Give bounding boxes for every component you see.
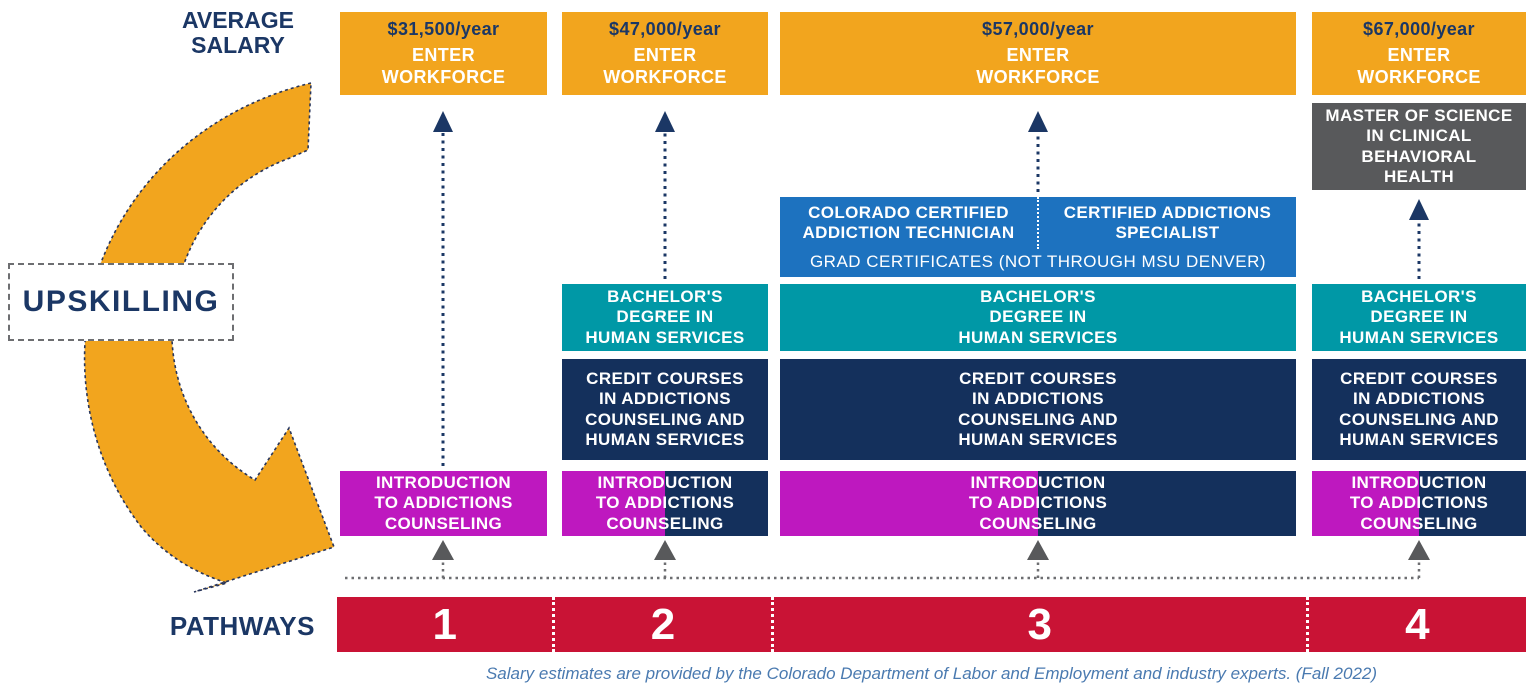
pathways-label: PATHWAYS	[169, 611, 315, 641]
certified-addictions-specialist-label: CERTIFIED ADDICTIONS SPECIALIST	[1037, 197, 1296, 249]
curved-upskilling-arrow-icon	[83, 81, 336, 593]
salary-source-caption: Salary estimates are provided by the Col…	[485, 664, 1378, 683]
pathway-4-segment: 4	[1305, 597, 1526, 652]
enter-workforce-label: ENTER WORKFORCE	[1357, 45, 1481, 87]
salary-amount: $67,000/year	[1363, 19, 1475, 40]
pathway4-up-arrowhead-icon	[1409, 199, 1429, 220]
upskilling-badge: UPSKILLING	[8, 263, 234, 341]
pathway1-up-arrowhead-icon	[433, 111, 453, 132]
pathway1-gray-arrowhead-icon	[432, 540, 454, 560]
credit-courses-box-pathway4: CREDIT COURSES IN ADDICTIONS COUNSELING …	[1312, 359, 1526, 460]
salary-amount: $57,000/year	[982, 19, 1094, 40]
masters-degree-box: MASTER OF SCIENCE IN CLINICAL BEHAVIORAL…	[1312, 103, 1526, 190]
pathways-bar: 1 2 3 4	[337, 597, 1526, 652]
pathway3-gray-arrowhead-icon	[1027, 540, 1049, 560]
pathway-2-segment: 2	[552, 597, 770, 652]
pathway-3-segment: 3	[770, 597, 1306, 652]
salary-box-pathway1: $31,500/year ENTER WORKFORCE	[340, 12, 547, 95]
bachelors-box-pathway2: BACHELOR'S DEGREE IN HUMAN SERVICES	[562, 284, 768, 351]
credit-courses-box-pathway2: CREDIT COURSES IN ADDICTIONS COUNSELING …	[562, 359, 768, 460]
bachelors-box-pathway4: BACHELOR'S DEGREE IN HUMAN SERVICES	[1312, 284, 1526, 351]
certifications-top-row: COLORADO CERTIFIED ADDICTION TECHNICIAN …	[780, 197, 1296, 249]
enter-workforce-label: ENTER WORKFORCE	[603, 45, 727, 87]
salary-amount: $31,500/year	[387, 19, 500, 40]
credit-courses-box-pathway3: CREDIT COURSES IN ADDICTIONS COUNSELING …	[780, 359, 1296, 460]
intro-course-box-pathway1: INTRODUCTION TO ADDICTIONS COUNSELING	[340, 471, 547, 536]
upskilling-label: UPSKILLING	[22, 285, 220, 318]
pathway3-up-arrowhead-icon	[1028, 111, 1048, 132]
intro-course-box-pathway2: INTRODUCTION TO ADDICTIONS COUNSELING	[562, 471, 768, 536]
salary-amount: $47,000/year	[609, 19, 721, 40]
intro-course-box-pathway4: INTRODUCTION TO ADDICTIONS COUNSELING	[1312, 471, 1526, 536]
salary-box-pathway4: $67,000/year ENTER WORKFORCE	[1312, 12, 1526, 95]
salary-box-pathway3: $57,000/year ENTER WORKFORCE	[780, 12, 1296, 95]
average-salary-label: AVERAGE SALARY	[181, 7, 295, 58]
pathway2-up-arrowhead-icon	[655, 111, 675, 132]
pathway4-gray-arrowhead-icon	[1408, 540, 1430, 560]
colorado-certified-addiction-technician-label: COLORADO CERTIFIED ADDICTION TECHNICIAN	[802, 203, 1015, 242]
salary-box-pathway2: $47,000/year ENTER WORKFORCE	[562, 12, 768, 95]
enter-workforce-label: ENTER WORKFORCE	[976, 45, 1100, 87]
intro-course-box-pathway3: INTRODUCTION TO ADDICTIONS COUNSELING	[780, 471, 1296, 536]
certifications-box: COLORADO CERTIFIED ADDICTION TECHNICIAN …	[780, 197, 1296, 277]
enter-workforce-label: ENTER WORKFORCE	[381, 45, 506, 87]
pathway2-gray-arrowhead-icon	[654, 540, 676, 560]
bachelors-box-pathway3: BACHELOR'S DEGREE IN HUMAN SERVICES	[780, 284, 1296, 351]
pathway-1-segment: 1	[432, 599, 457, 649]
grad-certificates-note: GRAD CERTIFICATES (NOT THROUGH MSU DENVE…	[809, 251, 1267, 271]
